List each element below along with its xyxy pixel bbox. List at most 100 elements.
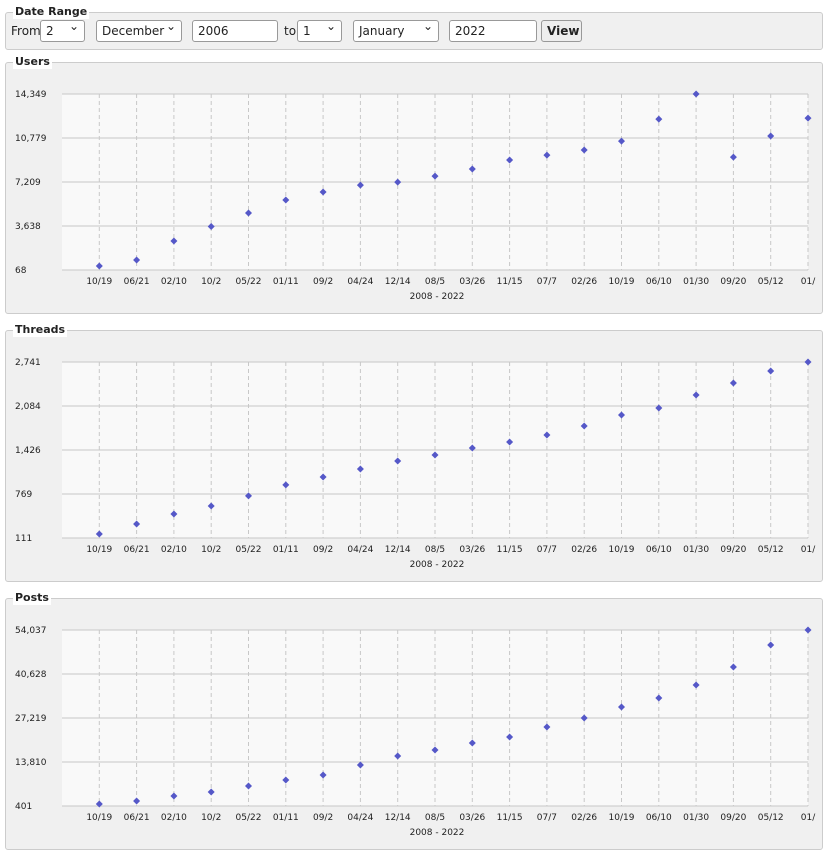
data-point [655, 694, 663, 702]
from-year-input[interactable]: 2006 [192, 20, 278, 42]
y-tick-label: 40,628 [15, 670, 47, 680]
to-day-select[interactable]: 1 [297, 19, 342, 42]
data-point [356, 465, 364, 473]
y-tick-label: 3,638 [15, 222, 41, 232]
x-tick-label: 05/22 [236, 277, 262, 287]
data-point [655, 115, 663, 123]
data-point [618, 137, 625, 145]
from-day-select[interactable]: 2 [40, 19, 85, 42]
x-tick-label: 02/10 [161, 277, 187, 287]
x-tick-label: 06/10 [646, 545, 672, 555]
data-point [133, 520, 141, 528]
data-point [133, 256, 141, 264]
data-point [95, 262, 103, 270]
chart-title: Posts [13, 591, 51, 605]
x-tick-label: 10/19 [86, 545, 112, 555]
x-tick-label: 01/30 [683, 813, 709, 823]
x-tick-label: 10/19 [609, 277, 635, 287]
chart: 68 3,638 7,209 10,779 14,349 10/19 06/21 02/10 1… [15, 90, 816, 302]
x-axis-label: 2008 - 2022 [410, 828, 465, 838]
x-tick-label: 03/26 [459, 813, 485, 823]
x-tick-label: 11/15 [497, 277, 523, 287]
data-point [804, 626, 812, 634]
data-point [506, 438, 514, 446]
x-tick-label: 10/2 [201, 545, 221, 555]
from-label: From [11, 24, 41, 38]
y-tick-label: 54,037 [15, 626, 47, 636]
x-tick-label: 06/21 [124, 277, 150, 287]
data-point [394, 178, 402, 186]
x-tick-label: 10/19 [86, 813, 112, 823]
y-tick-label: 2,741 [15, 358, 41, 368]
y-tick-label: 14,349 [15, 90, 47, 100]
data-point [170, 510, 178, 518]
y-tick-label: 1,426 [15, 446, 41, 456]
data-point [804, 114, 812, 122]
data-point [468, 739, 476, 747]
data-point [133, 797, 141, 805]
x-tick-label: 11/15 [497, 813, 523, 823]
data-point [207, 222, 215, 230]
x-tick-label: 10/19 [609, 545, 635, 555]
x-tick-label: 04/24 [347, 545, 373, 555]
x-tick-label: 04/24 [347, 277, 373, 287]
y-tick-label: 769 [15, 490, 32, 500]
x-tick-label: 09/20 [720, 813, 746, 823]
x-tick-label: 09/2 [313, 545, 333, 555]
from-month-select[interactable]: December [96, 19, 182, 42]
to-month-select[interactable]: January [353, 19, 439, 42]
data-point [618, 411, 625, 419]
data-point [767, 132, 775, 140]
data-point [431, 746, 439, 754]
data-point [245, 492, 252, 500]
x-tick-label: 05/22 [236, 813, 262, 823]
data-point [356, 761, 364, 769]
x-tick-label: 05/12 [758, 545, 784, 555]
x-tick-label: 02/26 [571, 545, 597, 555]
data-point [431, 451, 439, 459]
data-point [170, 792, 178, 800]
data-point [767, 367, 775, 375]
data-point [468, 444, 476, 452]
x-tick-label: 08/5 [425, 813, 445, 823]
chart-title: Threads [13, 323, 68, 337]
x-tick-label: 07/7 [537, 545, 557, 555]
y-tick-label: 2,084 [15, 402, 41, 412]
x-tick-label: 10/2 [201, 813, 221, 823]
data-point [245, 209, 252, 217]
x-tick-label: 01/30 [683, 277, 709, 287]
x-tick-label: 01/11 [273, 813, 299, 823]
view-button[interactable]: View [541, 20, 582, 42]
data-point [394, 457, 402, 465]
x-tick-label: 01/11 [273, 545, 299, 555]
chart: 401 13,810 27,219 40,628 54,037 10/19 06/21 02/… [15, 626, 816, 838]
y-tick-label: 401 [15, 802, 32, 812]
data-point [580, 422, 588, 430]
data-point [692, 681, 700, 689]
data-point [282, 481, 290, 489]
data-point [618, 703, 625, 711]
x-tick-label: 02/26 [571, 813, 597, 823]
data-point [543, 431, 551, 439]
x-tick-label: 03/26 [459, 545, 485, 555]
x-axis-label: 2008 - 2022 [410, 560, 465, 570]
x-tick-label: 01/ [801, 813, 816, 823]
x-tick-label: 02/26 [571, 277, 597, 287]
to-year-input[interactable]: 2022 [449, 20, 537, 42]
data-point [207, 788, 215, 796]
x-tick-label: 03/26 [459, 277, 485, 287]
data-point [282, 776, 290, 784]
y-tick-label: 10,779 [15, 134, 47, 144]
x-tick-label: 08/5 [425, 545, 445, 555]
data-point [170, 237, 178, 245]
x-tick-label: 09/2 [313, 277, 333, 287]
x-tick-label: 01/30 [683, 545, 709, 555]
x-tick-label: 06/21 [124, 813, 150, 823]
data-point [804, 358, 812, 366]
data-point [580, 714, 588, 722]
x-tick-label: 02/10 [161, 813, 187, 823]
x-tick-label: 01/11 [273, 277, 299, 287]
y-tick-label: 27,219 [15, 714, 47, 724]
x-tick-label: 09/20 [720, 545, 746, 555]
